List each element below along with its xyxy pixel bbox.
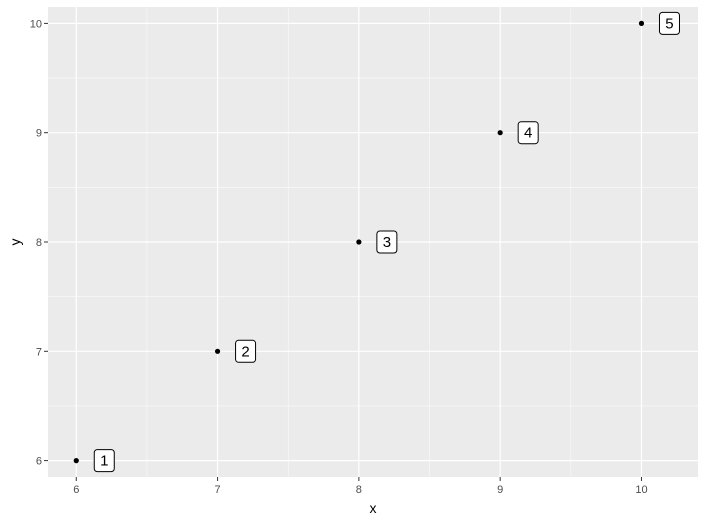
data-points <box>73 20 645 464</box>
y-tick-label: 9 <box>36 128 42 140</box>
point-label-box <box>93 449 115 473</box>
point-labels: 1 2 3 4 5 <box>93 11 680 473</box>
x-tick-label: 6 <box>73 484 79 496</box>
data-point <box>214 348 221 354</box>
data-point <box>356 239 362 245</box>
x-tick-label: 9 <box>497 484 503 496</box>
y-tick-label: 10 <box>30 18 42 30</box>
x-axis-title: x <box>370 500 377 516</box>
y-axis-tick-labels: 6 7 8 9 10 <box>30 18 42 467</box>
point-label-box <box>517 121 539 145</box>
x-tick-label: 7 <box>215 484 221 496</box>
y-tick-label: 8 <box>36 237 42 249</box>
x-tick-label: 10 <box>635 484 647 496</box>
data-point <box>73 458 79 464</box>
x-axis-tick-labels: 6 7 8 9 10 <box>73 484 647 496</box>
point-label-box <box>658 11 680 35</box>
point-label: 1 <box>100 453 108 470</box>
data-point <box>638 20 645 26</box>
x-tick-label: 8 <box>356 484 362 496</box>
data-point <box>497 130 503 136</box>
point-label: 3 <box>383 234 391 251</box>
y-axis-title: y <box>7 239 23 246</box>
point-label-box <box>235 339 257 363</box>
axis-ticks <box>44 22 642 481</box>
y-tick-label: 7 <box>36 346 42 358</box>
point-label: 2 <box>241 343 249 360</box>
point-label: 4 <box>524 125 532 142</box>
y-tick-label: 6 <box>36 456 42 468</box>
point-label: 5 <box>665 15 673 32</box>
point-label-box <box>376 230 398 254</box>
